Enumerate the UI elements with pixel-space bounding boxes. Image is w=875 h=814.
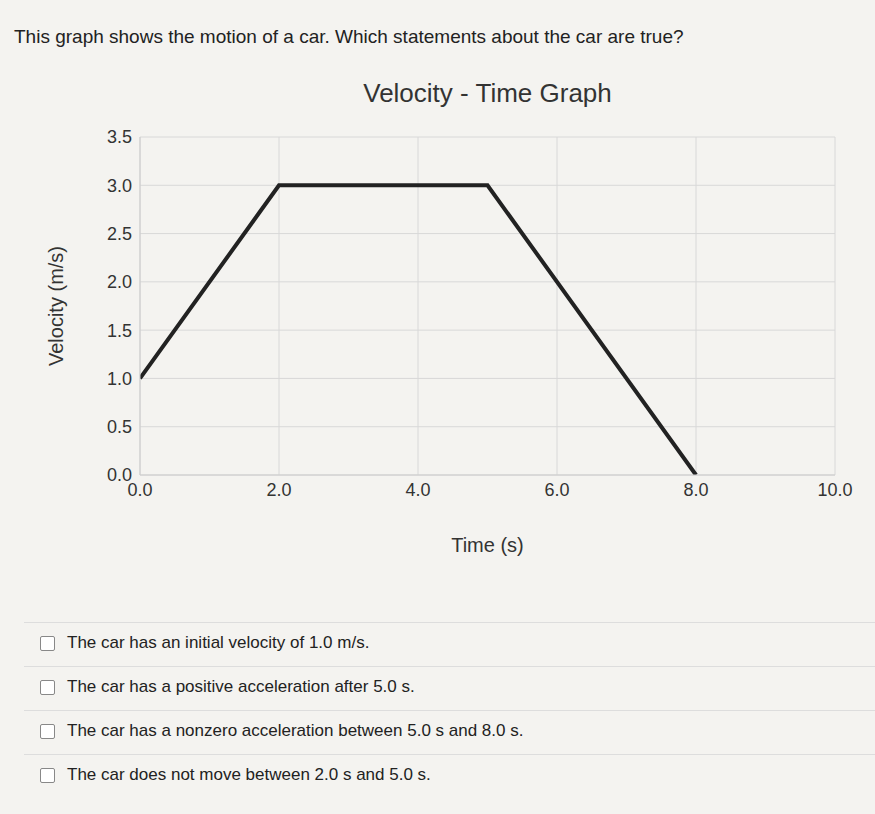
svg-text:0.0: 0.0 bbox=[127, 479, 153, 500]
svg-text:10.0: 10.0 bbox=[817, 480, 852, 500]
svg-text:0.0: 0.0 bbox=[107, 465, 132, 485]
svg-text:3.0: 3.0 bbox=[107, 176, 132, 196]
svg-text:8.0: 8.0 bbox=[683, 480, 708, 500]
html-text:The car has an initial velocit: The car has an initial velocity of 1.0 m… bbox=[67, 633, 370, 652]
html-text:The car does not move between: The car does not move between 2.0 s and … bbox=[67, 765, 431, 784]
svg-text:2.0: 2.0 bbox=[266, 480, 291, 500]
svg-text:6.0: 6.0 bbox=[544, 480, 569, 500]
html-text:Velocity - Time Graph: Velocity - Time Graph bbox=[363, 78, 612, 108]
html-text:The car has a positive acceler: The car has a positive acceleration afte… bbox=[67, 677, 415, 696]
svg-text:3.5: 3.5 bbox=[107, 127, 132, 147]
svg-text:0.5: 0.5 bbox=[107, 417, 132, 437]
svg-text:1.5: 1.5 bbox=[107, 321, 132, 341]
svg-text:4.0: 4.0 bbox=[405, 480, 430, 500]
html-text:This graph shows the motion of: This graph shows the motion of a car. Wh… bbox=[14, 26, 684, 47]
html-text:Velocity (m/s): Velocity (m/s) bbox=[44, 246, 67, 366]
html-text:Time (s): Time (s) bbox=[451, 534, 524, 556]
svg-text:1.0: 1.0 bbox=[107, 369, 132, 389]
html-text:The car has a nonzero accelera: The car has a nonzero acceleration betwe… bbox=[67, 721, 524, 740]
svg-text:2.5: 2.5 bbox=[107, 224, 132, 244]
svg-text:2.0: 2.0 bbox=[107, 272, 132, 292]
